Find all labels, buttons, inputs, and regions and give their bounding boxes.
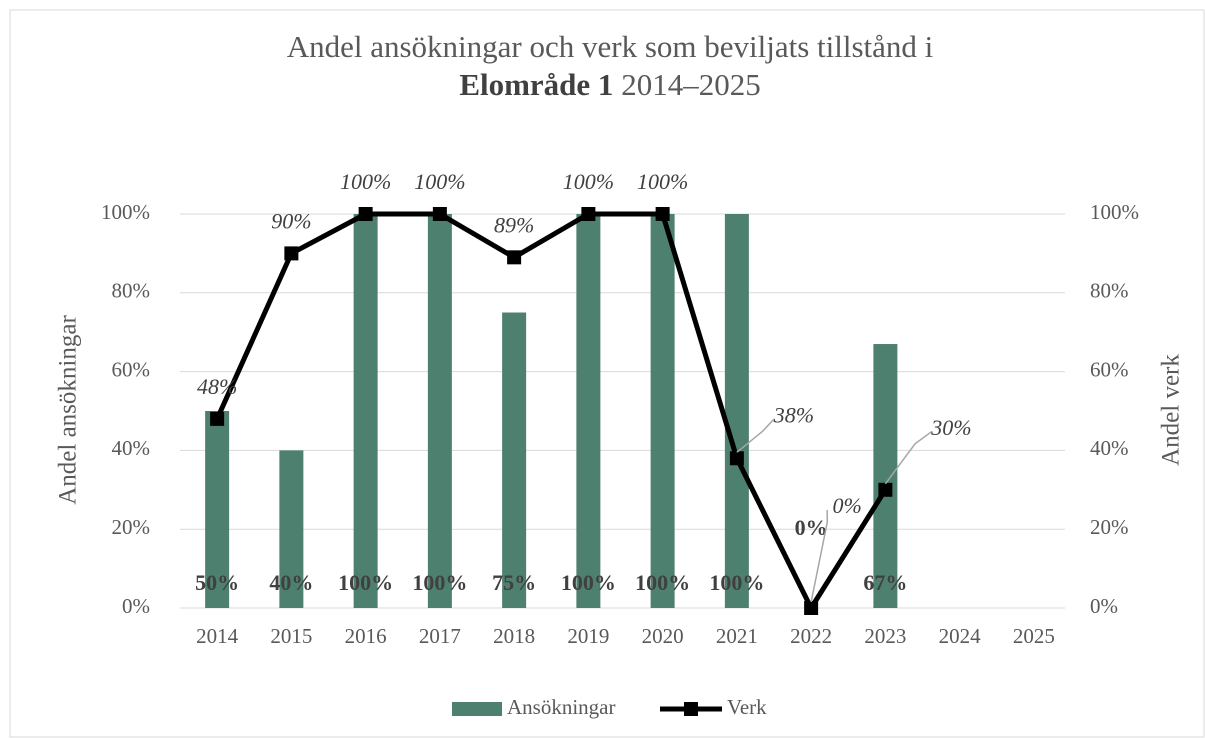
- line-value-label: 100%: [637, 169, 688, 194]
- bar-value-label: 40%: [269, 570, 313, 595]
- bar: [279, 450, 304, 608]
- line-value-label: 100%: [414, 169, 465, 194]
- bar-value-label: 100%: [338, 570, 393, 595]
- line-value-label: 48%: [197, 374, 237, 399]
- bar-value-label: 67%: [863, 570, 907, 595]
- y2-tick-label: 40%: [1090, 436, 1129, 460]
- bar: [576, 214, 601, 608]
- y2-tick-label: 20%: [1090, 515, 1129, 539]
- line-marker: [210, 411, 225, 426]
- y2-tick-label: 80%: [1090, 279, 1129, 303]
- line-value-label: 90%: [271, 208, 311, 233]
- bar-value-label: 100%: [635, 570, 690, 595]
- line-marker: [729, 451, 744, 466]
- y-tick-label: 0%: [122, 594, 150, 618]
- leader-line: [884, 431, 932, 485]
- line-marker: [507, 250, 522, 265]
- line-marker: [432, 207, 447, 221]
- y2-tick-label: 0%: [1090, 594, 1118, 618]
- title-bold: Elområde 1: [459, 67, 613, 102]
- chart-title-2: Elområde 1 2014–2025: [459, 67, 760, 102]
- bar: [873, 344, 898, 608]
- leader-line: [736, 418, 775, 453]
- y-tick-label: 80%: [112, 279, 151, 303]
- legend-swatch: [452, 702, 502, 716]
- bar-value-label: 100%: [561, 570, 616, 595]
- y-tick-label: 20%: [112, 515, 151, 539]
- line-value-label: 100%: [340, 169, 391, 194]
- x-tick-label: 2014: [196, 624, 239, 648]
- legend-marker: [684, 702, 698, 716]
- bar-value-label: 75%: [492, 570, 536, 595]
- line-value-label: 100%: [563, 169, 614, 194]
- bar-value-label: 50%: [195, 570, 239, 595]
- bar-value-label: 100%: [709, 570, 764, 595]
- line-marker: [358, 207, 373, 221]
- bar: [205, 411, 230, 608]
- line-marker: [655, 207, 670, 221]
- y-tick-label: 60%: [112, 357, 151, 381]
- x-tick-label: 2025: [1013, 624, 1055, 648]
- line-value-label: 38%: [773, 402, 814, 427]
- chart-title: Andel ansökningar och verk som beviljats…: [287, 29, 934, 64]
- y2-tick-label: 60%: [1090, 357, 1129, 381]
- bar: [724, 214, 749, 608]
- x-tick-label: 2024: [939, 624, 982, 648]
- line-marker: [284, 246, 299, 261]
- bar-value-label: 0%: [795, 515, 828, 540]
- line: [214, 211, 888, 611]
- x-tick-label: 2018: [493, 624, 535, 648]
- line-value-label: 0%: [832, 493, 861, 518]
- legend-label: Ansökningar: [507, 695, 616, 719]
- title-rest: 2014–2025: [621, 67, 761, 102]
- bar: [650, 214, 675, 608]
- y-axis-label: Andel ansökningar: [55, 315, 82, 505]
- legend-label: Verk: [727, 695, 767, 719]
- leader-line: [810, 509, 829, 603]
- y-tick-label: 40%: [112, 436, 151, 460]
- bar: [502, 312, 527, 608]
- line-value-label: 30%: [930, 415, 971, 440]
- x-tick-label: 2019: [567, 624, 609, 648]
- x-tick-label: 2015: [270, 624, 312, 648]
- x-tick-label: 2017: [419, 624, 461, 648]
- line-marker: [878, 482, 893, 497]
- bar: [427, 214, 452, 608]
- x-tick-label: 2020: [642, 624, 684, 648]
- y-tick-label: 100%: [101, 200, 150, 224]
- chart-frame: [9, 9, 1205, 738]
- y2-axis-label: Andel verk: [1158, 354, 1185, 466]
- bar-value-label: 100%: [412, 570, 467, 595]
- x-tick-label: 2022: [790, 624, 832, 648]
- bar: [353, 214, 378, 608]
- y2-tick-label: 100%: [1090, 200, 1139, 224]
- line-marker: [804, 601, 819, 615]
- x-tick-label: 2021: [716, 624, 758, 648]
- x-tick-label: 2023: [864, 624, 906, 648]
- line-value-label: 89%: [494, 212, 534, 237]
- x-tick-label: 2016: [345, 624, 387, 648]
- line-marker: [581, 207, 596, 221]
